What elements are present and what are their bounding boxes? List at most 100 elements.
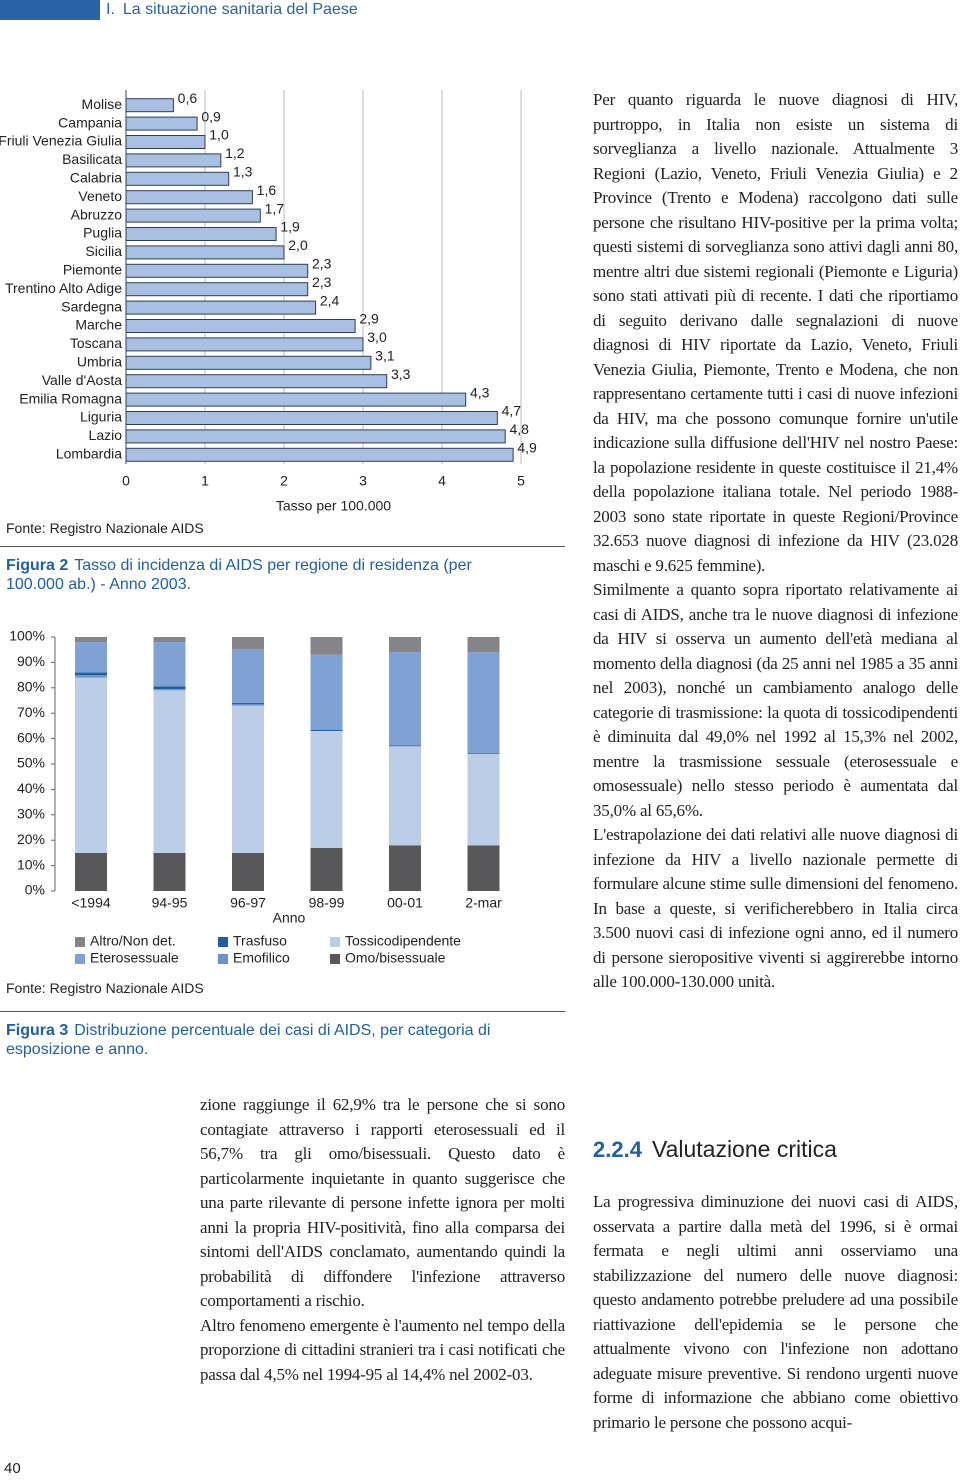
y-tick-label: 20%	[17, 831, 45, 847]
bar-segment	[232, 705, 264, 853]
right-column: Per quanto riguarda le nuove diagnosi di…	[593, 88, 958, 995]
legend-swatch	[75, 954, 85, 964]
value-label: 4,3	[470, 384, 490, 400]
bar	[125, 171, 230, 186]
bar	[125, 411, 498, 425]
rule	[0, 1011, 565, 1012]
legend-label: Trasfuso	[233, 933, 287, 949]
bar	[125, 153, 222, 168]
x-tick-label: 96-97	[230, 895, 266, 911]
y-tick-label: 30%	[17, 806, 45, 822]
bar	[125, 190, 253, 205]
y-tick-label: 40%	[17, 780, 45, 796]
legend-label: Omo/bisessuale	[345, 950, 446, 966]
bar-segment	[232, 703, 264, 705]
bar	[125, 227, 277, 241]
value-label: 2,3	[312, 274, 332, 290]
bar-segment	[232, 637, 264, 650]
bar	[125, 300, 317, 315]
x-tick-label: 4	[438, 473, 446, 489]
legend-swatch	[75, 937, 85, 947]
header-text: I. La situazione sanitaria del Paese	[106, 1, 366, 19]
bar-segment	[75, 852, 107, 891]
y-tick-label: 70%	[17, 704, 45, 720]
paragraph: zione raggiunge il 62,9% tra le persone …	[200, 1095, 565, 1310]
y-tick-label: Toscana	[70, 335, 122, 351]
x-axis-label: Anno	[273, 910, 306, 926]
paragraph: Per quanto riguarda le nuove diagnosi di…	[593, 90, 958, 575]
section-text: La progressiva diminuzione dei nuovi cas…	[593, 1190, 958, 1435]
x-tick-label: 3	[359, 473, 367, 489]
bar-segment	[153, 637, 186, 643]
caption-text: Tasso di incidenza di AIDS per regione d…	[6, 557, 472, 593]
bar	[125, 282, 309, 297]
bar-segment	[232, 852, 264, 891]
bar-segment	[75, 637, 107, 643]
source: Fonte: Registro Nazionale AIDS	[6, 980, 204, 996]
source: Fonte: Registro Nazionale AIDS	[6, 520, 204, 536]
bar	[125, 245, 285, 260]
bar	[125, 447, 514, 462]
bar-segment	[153, 642, 186, 687]
x-axis-label: Tasso per 100.000	[276, 498, 391, 514]
value-label: 0,9	[201, 108, 221, 124]
charts: 0 1 2 3 4 5 Molise 0,6 Campania 0,9 Friuli Venezia…	[0, 90, 537, 966]
bar-segment	[389, 745, 421, 747]
bar-segment	[467, 753, 500, 754]
bar-segment	[389, 845, 421, 891]
caption-label: Figura 2	[6, 557, 69, 574]
y-tick-label: Valle d'Aosta	[42, 372, 122, 388]
bar-segment	[75, 672, 107, 676]
bar-segment	[467, 637, 500, 653]
value-label: 2,3	[312, 256, 332, 272]
y-tick-label: 100%	[9, 628, 45, 644]
section-heading: 2.2.4 Valutazione critica	[593, 1136, 837, 1163]
header-block	[0, 0, 100, 20]
legend-swatch	[218, 954, 228, 964]
bar-segment	[153, 852, 186, 891]
x-tick-label: 0	[122, 473, 130, 489]
bar-segment	[389, 652, 421, 746]
bar-segment	[389, 637, 421, 653]
bar	[125, 135, 206, 149]
bar-segment	[75, 675, 107, 678]
y-tick-label: 80%	[17, 679, 45, 695]
value-label: 4,7	[502, 403, 522, 419]
y-tick-label: Lombardia	[56, 446, 122, 462]
bar-segment	[310, 637, 343, 655]
value-label: 1,9	[280, 219, 300, 235]
section-number: 2.2.4	[593, 1137, 642, 1162]
bar-segment	[389, 746, 421, 846]
legend-swatch	[218, 937, 228, 947]
x-tick-label: <1994	[71, 895, 111, 911]
bar	[125, 98, 174, 113]
bar	[125, 392, 467, 407]
value-label: 1,6	[257, 182, 277, 198]
value-label: 1,3	[233, 164, 253, 180]
left-column: zione raggiunge il 62,9% tra le persone …	[200, 1093, 565, 1387]
bar-segment	[467, 845, 500, 891]
bar	[125, 337, 364, 352]
y-tick-label: Puglia	[83, 225, 122, 241]
y-tick-label: 60%	[17, 729, 45, 745]
y-tick-label: Sicilia	[85, 243, 122, 259]
section-title: Valutazione critica	[651, 1136, 837, 1162]
bar-segment	[75, 677, 107, 853]
caption-label: Figura 3	[6, 1022, 69, 1039]
y-tick-label: Sardegna	[61, 298, 122, 314]
paragraph: Altro fenomeno emergente è l'aumento nel…	[200, 1315, 565, 1384]
x-tick-label: 1	[201, 473, 209, 489]
caption: Figura 2 Tasso di incidenza di AIDS per r…	[6, 556, 526, 594]
legend-label: Eterosessuale	[90, 950, 179, 966]
caption: Figura 3 Distribuzione percentuale dei ca…	[6, 1021, 526, 1059]
bar-segment	[467, 753, 500, 846]
value-label: 2,4	[320, 292, 340, 308]
legend-label: Tossicodipendente	[345, 933, 461, 949]
section-title: La situazione sanitaria del Paese	[122, 1, 358, 18]
x-tick-label: 2	[280, 473, 288, 489]
legend-swatch	[330, 954, 340, 964]
bar-segment	[153, 686, 186, 690]
bar	[125, 116, 198, 131]
bar	[125, 319, 356, 333]
legend-label: Altro/Non det.	[90, 933, 176, 949]
